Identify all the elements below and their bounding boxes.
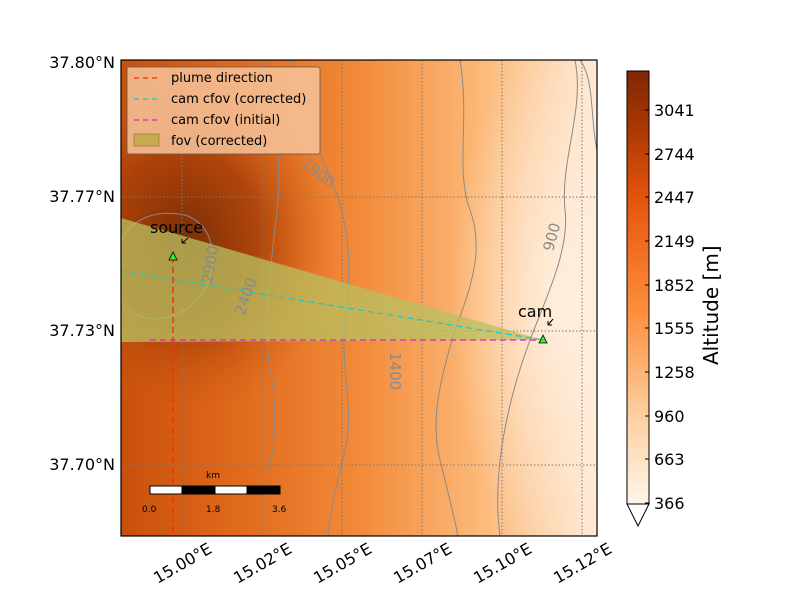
lat-label-37-73: 37.73°N — [49, 321, 115, 340]
lon-label-15-12: 15.12°E — [550, 539, 615, 587]
scale-bar-tick-1: 1.8 — [206, 505, 221, 515]
lon-label-15-05: 15.05°E — [310, 539, 375, 587]
lat-label-37-77: 37.77°N — [49, 187, 115, 206]
cfov-corrected-line — [121, 270, 544, 341]
legend: plume direction cam cfov (corrected) cam… — [126, 66, 321, 155]
colorbar-tick-0: 3041 — [654, 101, 695, 120]
scale-bar: km 0.0 1.8 3.6 — [142, 471, 287, 515]
legend-cfov-initial: cam cfov (initial) — [171, 113, 280, 128]
cam-label: cam — [518, 302, 552, 321]
legend-plume-direction: plume direction — [171, 71, 273, 86]
colorbar-tick-7: 960 — [654, 407, 685, 426]
scale-bar-unit: km — [206, 471, 220, 481]
colorbar-tick-1: 2744 — [654, 145, 695, 164]
cam-marker[interactable] — [538, 334, 548, 344]
colorbar-bar — [626, 70, 650, 505]
colorbar-extend-arrow — [626, 503, 650, 528]
colorbar-tick-6: 1258 — [654, 363, 695, 382]
colorbar-tick-5: 1555 — [654, 319, 695, 338]
map-panel: 1900 2900 2400 1400 900 source cam plume… — [121, 60, 597, 536]
colorbar-tick-3: 2149 — [654, 232, 695, 251]
scale-bar-tick-0: 0.0 — [142, 505, 157, 515]
fov-corrected-area — [121, 218, 543, 342]
lowland-shading — [450, 60, 597, 536]
colorbar-tick-4: 1852 — [654, 276, 695, 295]
cam-arrow — [547, 318, 554, 326]
legend-fov-corrected: fov (corrected) — [171, 134, 267, 149]
colorbar-tick-8: 663 — [654, 450, 685, 469]
lat-label-37-80: 37.80°N — [49, 53, 115, 72]
lon-label-15-00: 15.00°E — [150, 539, 215, 587]
lat-label-37-70: 37.70°N — [49, 455, 115, 474]
source-marker[interactable] — [168, 251, 178, 261]
colorbar: 3041 2744 2447 2149 1852 1555 1258 960 6… — [626, 70, 723, 528]
colorbar-tick-2: 2447 — [654, 188, 695, 207]
contour-900 — [497, 60, 578, 536]
lon-label-15-07: 15.07°E — [390, 539, 455, 587]
source-label: source — [150, 218, 203, 237]
colorbar-label: Altitude [m] — [699, 245, 723, 365]
contour-label-1400: 1400 — [386, 352, 404, 390]
scale-bar-tick-2: 3.6 — [272, 505, 287, 515]
contour-900-b — [579, 60, 597, 151]
map-frame — [120, 59, 598, 537]
lon-label-15-10: 15.10°E — [470, 539, 535, 587]
colorbar-tick-9: 366 — [654, 494, 685, 513]
legend-cfov-corrected: cam cfov (corrected) — [171, 92, 306, 107]
lon-label-15-02: 15.02°E — [230, 539, 295, 587]
source-arrow — [181, 237, 189, 244]
